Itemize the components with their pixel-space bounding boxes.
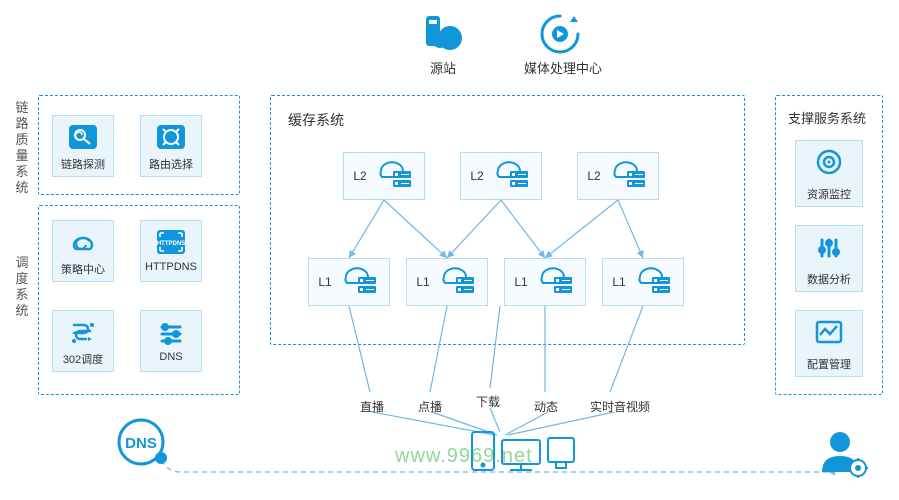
link-quality-tile: 路由选择 [140,115,202,177]
server-icon [371,157,415,196]
service-label: 动态 [534,398,558,415]
link-quality-tile: 链路探测 [52,115,114,177]
node-label: L1 [612,275,625,289]
l1-node: L1 [406,258,488,306]
media-center-label: 媒体处理中心 [524,58,602,77]
cache-box [270,95,745,345]
dns-badge: DNS [115,418,179,475]
service-label: 下载 [476,393,500,410]
server-icon [605,157,649,196]
tile-label: 链路探测 [61,156,105,172]
tile-label: 路由选择 [149,156,193,172]
node-label: L2 [587,169,600,183]
monitor-icon [812,147,846,182]
l1-node: L1 [504,258,586,306]
tile-label: DNS [159,351,182,363]
cache-title: 缓存系统 [288,110,344,130]
tile-label: 策略中心 [61,261,105,277]
tile-label: HTTPDNS [145,261,197,273]
service-label: 直播 [360,398,384,415]
origin-icon [420,12,466,59]
dns-icon [154,317,188,347]
link-detect-icon [66,122,100,152]
scheduler-title: 调度系统 [14,255,30,319]
node-label: L1 [318,275,331,289]
svg-text:HTTPDNS: HTTPDNS [157,241,185,247]
server-icon [488,157,532,196]
tile-label: 数据分析 [807,271,851,287]
config-icon [812,317,846,352]
watermark: www.9969.net [395,445,533,468]
support-tile: 数据分析 [795,225,863,292]
redirect-icon [66,317,100,347]
scheduler-tile: 策略中心 [52,220,114,282]
media-center-icon [538,12,582,61]
l2-node: L2 [343,152,425,200]
scheduler-tile: DNS [140,310,202,372]
server-icon [434,263,478,302]
route-icon [154,122,188,152]
server-icon [630,263,674,302]
server-icon [336,263,380,302]
node-label: L2 [353,169,366,183]
tile-label: 资源监控 [807,186,851,202]
support-tile: 资源监控 [795,140,863,207]
scheduler-tile: 302调度 [52,310,114,372]
origin-label: 源站 [430,58,456,77]
link-quality-title: 链路质量系统 [14,100,30,196]
support-tile: 配置管理 [795,310,863,377]
httpdns-icon: HTTPDNS [154,227,188,257]
l2-node: L2 [577,152,659,200]
service-label: 点播 [418,398,442,415]
node-label: L2 [470,169,483,183]
l2-node: L2 [460,152,542,200]
l1-node: L1 [308,258,390,306]
server-icon [532,263,576,302]
node-label: L1 [514,275,527,289]
tile-label: 302调度 [63,351,103,367]
svg-text:DNS: DNS [125,435,157,452]
policy-icon [66,227,100,257]
analyze-icon [812,232,846,267]
scheduler-tile: HTTPDNS HTTPDNS [140,220,202,282]
l1-node: L1 [602,258,684,306]
user-admin-icon [818,428,870,485]
node-label: L1 [416,275,429,289]
support-title: 支撑服务系统 [788,108,866,127]
service-label: 实时音视频 [590,398,650,415]
tile-label: 配置管理 [807,356,851,372]
